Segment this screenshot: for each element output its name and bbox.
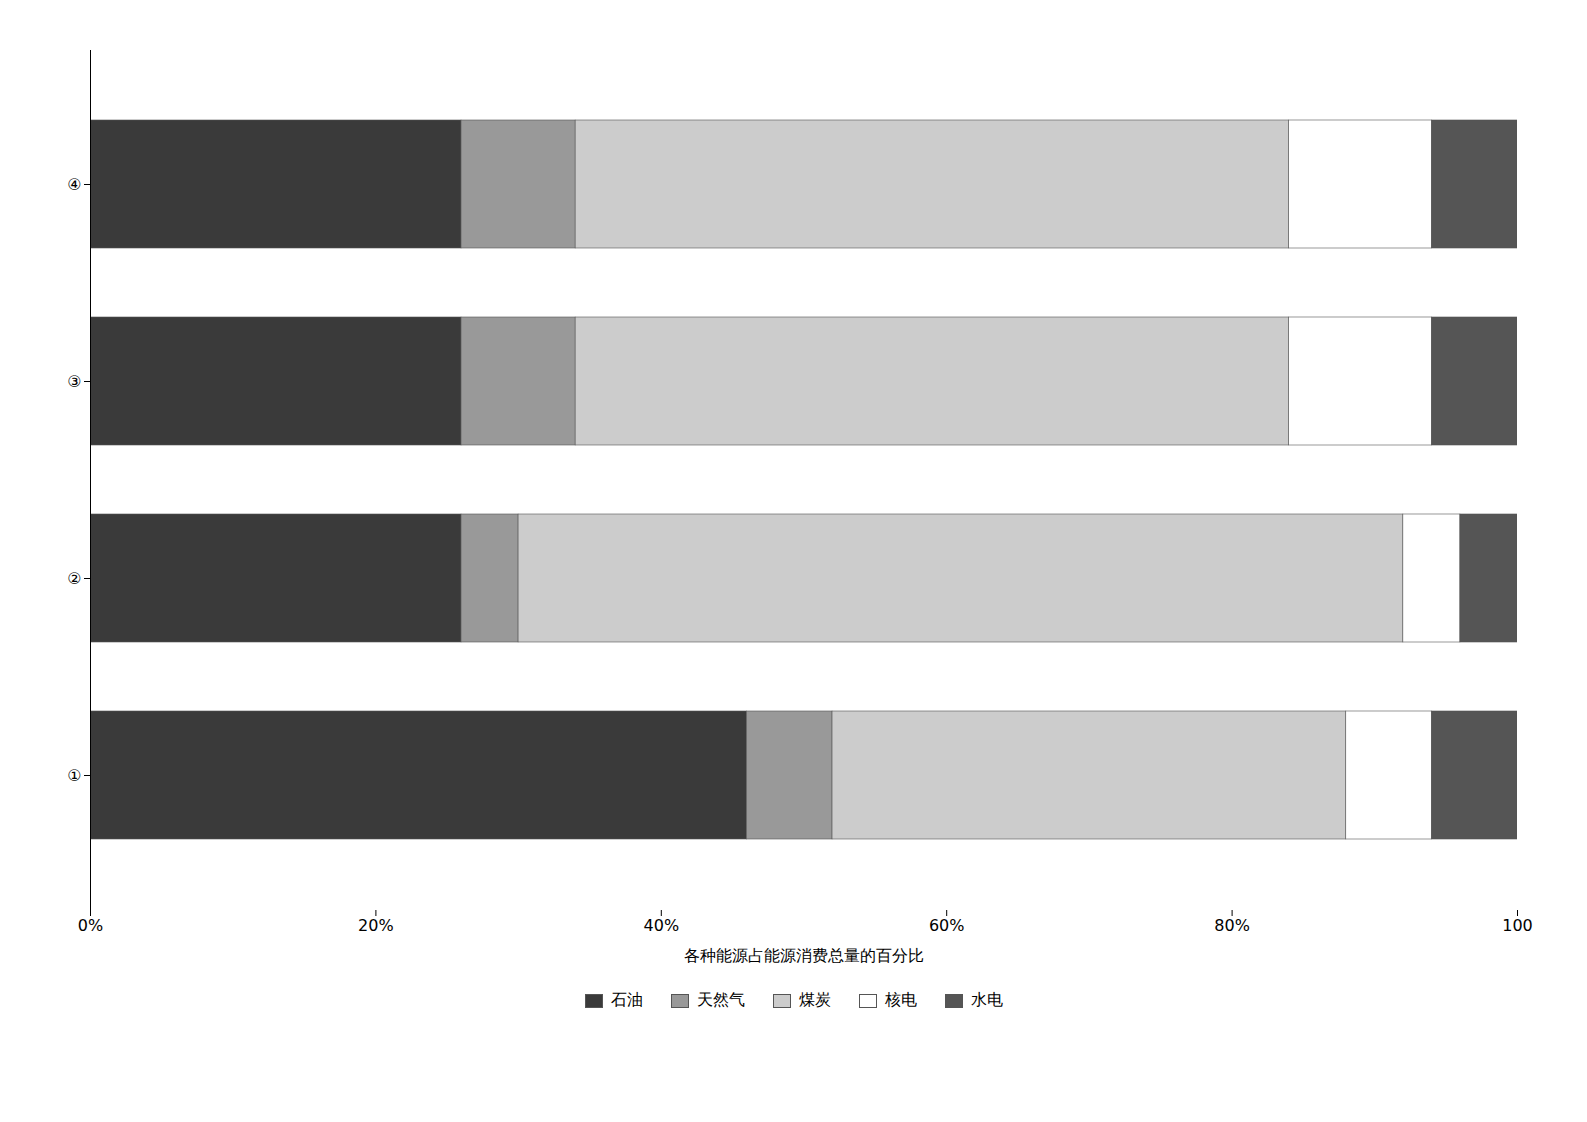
svg-text:20%: 20% xyxy=(358,916,394,935)
svg-text:60%: 60% xyxy=(929,916,965,935)
html-text:煤炭: 煤炭 xyxy=(798,990,831,1009)
svg-text:各种能源占能源消费总量的百分比: 各种能源占能源消费总量的百分比 xyxy=(684,946,924,965)
svg-text:100: 100 xyxy=(1502,916,1533,935)
html-text:水电: 水电 xyxy=(970,990,1003,1009)
html-text:核电: 核电 xyxy=(884,990,917,1009)
svg-text:①: ① xyxy=(67,766,81,785)
html-text:天然气: 天然气 xyxy=(696,990,745,1009)
svg-text:40%: 40% xyxy=(644,916,680,935)
svg-text:④: ④ xyxy=(67,175,81,194)
svg-text:②: ② xyxy=(67,569,81,588)
html-text:石油: 石油 xyxy=(610,990,643,1009)
svg-text:③: ③ xyxy=(67,372,81,391)
svg-text:0%: 0% xyxy=(78,916,103,935)
svg-text:80%: 80% xyxy=(1214,916,1250,935)
